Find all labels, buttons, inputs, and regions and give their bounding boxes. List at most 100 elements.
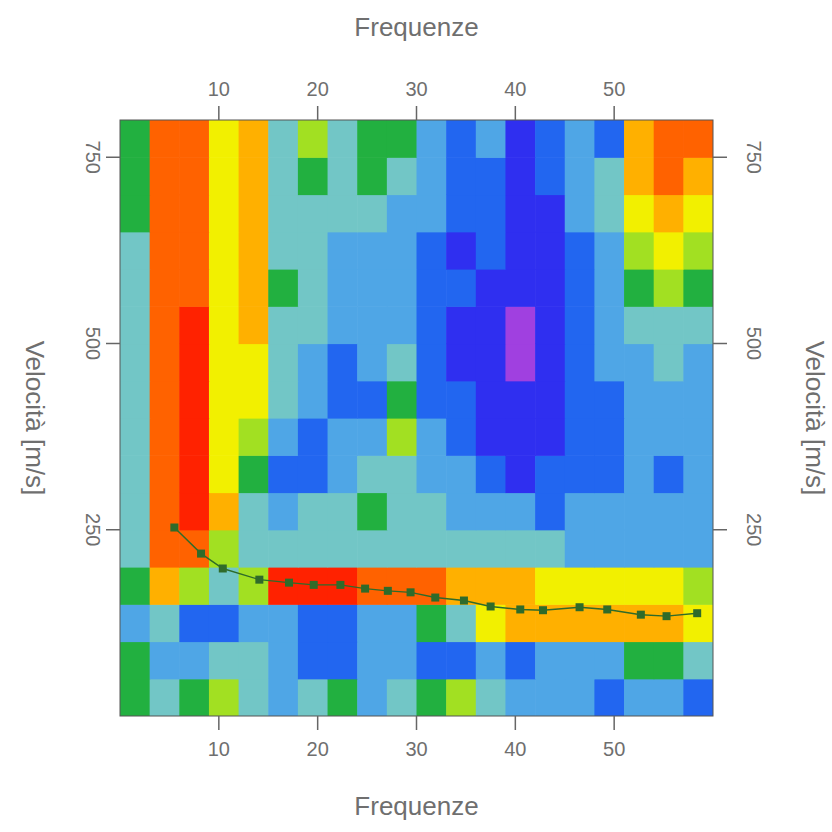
heatmap-cell [446,344,476,382]
heatmap-cell [446,306,476,344]
heatmap-cell [357,455,387,493]
heatmap-cell [505,306,535,344]
heatmap-cell [209,381,239,419]
heatmap-cell [476,567,506,605]
heatmap-cell [357,381,387,419]
heatmap-cell [476,642,506,680]
curve-line [174,528,697,617]
heatmap-cell [328,269,358,307]
x-tick [218,106,220,120]
heatmap-cell [150,120,180,158]
heatmap-cell [298,306,328,344]
heatmap-cell [357,493,387,531]
curve-marker [663,612,671,620]
heatmap-cell [446,269,476,307]
heatmap-cell [505,381,535,419]
heatmap-cell [535,530,565,568]
heatmap-cell [683,679,713,716]
heatmap-cell [594,120,624,158]
heatmap-cell [683,120,713,158]
y-tick-label: 250 [743,513,765,546]
heatmap-cell [120,381,150,419]
heatmap-cell [565,269,595,307]
heatmap-cell [505,195,535,233]
curve-marker [431,594,439,602]
heatmap-cell [298,120,328,158]
heatmap-cell [476,455,506,493]
plot-frame [120,120,713,716]
heatmap-cell [624,157,654,195]
curve-marker [361,585,369,593]
x-tick-label: 30 [405,78,427,100]
heatmap-cell [654,455,684,493]
curve-marker [197,550,205,558]
heatmap-cell [505,344,535,382]
heatmap-cell [268,604,298,642]
x-tick-label: 10 [208,738,230,760]
heatmap-cell [654,418,684,456]
heatmap-cell [624,418,654,456]
heatmap-cell [535,567,565,605]
heatmap-cell [594,195,624,233]
heatmap-cell [209,418,239,456]
heatmap-cell [239,530,269,568]
y-tick [106,157,120,159]
heatmap-cell [150,642,180,680]
heatmap-cell [387,493,417,531]
heatmap-cell [328,120,358,158]
curve-marker [310,581,318,589]
heatmap-cell [654,120,684,158]
heatmap-cell [328,306,358,344]
heatmap-cell [120,679,150,716]
heatmap-cell [150,381,180,419]
heatmap-cell [298,157,328,195]
heatmap-cell [683,455,713,493]
curve-marker [539,606,547,614]
heatmap-cell [120,455,150,493]
curve-marker [255,576,263,584]
heatmap-cell [594,418,624,456]
heatmap-cell [505,642,535,680]
y-tick [713,343,727,345]
heatmap-cell [624,344,654,382]
heatmap-cell [594,306,624,344]
x-tick [515,106,517,120]
curve-marker [285,579,293,587]
x-tick [416,106,418,120]
heatmap-cell [209,604,239,642]
heatmap-cell [328,195,358,233]
heatmap-cell [239,232,269,270]
heatmap-cell [417,381,447,419]
heatmap-cell [417,418,447,456]
curve-marker [516,605,524,613]
heatmap-cell [298,195,328,233]
x-tick-label: 30 [405,738,427,760]
heatmap-cell [417,120,447,158]
heatmap-cell [239,381,269,419]
heatmap-cell [594,269,624,307]
heatmap-cell [357,232,387,270]
heatmap-cell [357,195,387,233]
heatmap-cell [387,157,417,195]
heatmap-cell [209,455,239,493]
heatmap-cell [476,157,506,195]
curve-marker [693,609,701,617]
heatmap-cell [535,232,565,270]
y-tick-label: 500 [82,327,104,360]
heatmap-cell [624,306,654,344]
heatmap-cell [505,418,535,456]
heatmap-cell [120,306,150,344]
heatmap-cell [357,642,387,680]
heatmap-cell [179,120,209,158]
heatmap-cell [179,232,209,270]
heatmap-cell [239,418,269,456]
heatmap-cell [268,157,298,195]
heatmap-cell [387,344,417,382]
heatmap-cell [446,679,476,716]
heatmap-cell [505,232,535,270]
y-tick-label: 500 [743,327,765,360]
heatmap-cell [179,195,209,233]
heatmap-cell [446,455,476,493]
axes: 10102020303040405050250250500500750750 [82,78,765,760]
curve-marker [219,564,227,572]
